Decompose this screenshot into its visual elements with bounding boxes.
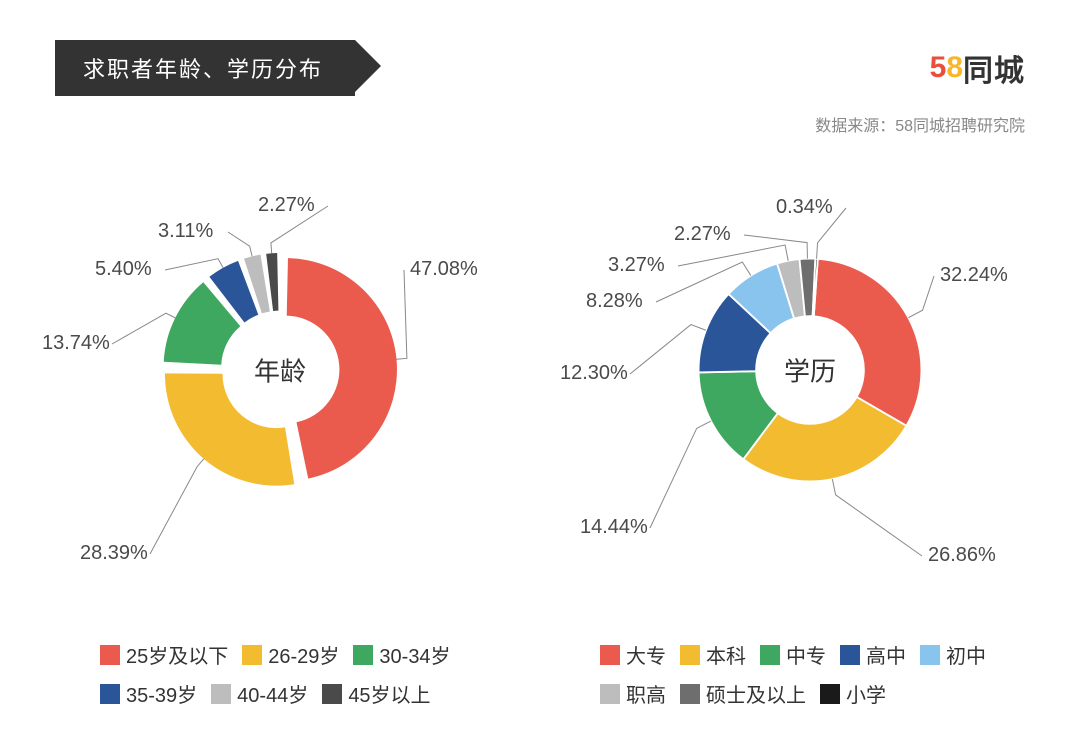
legend-item: 本科 xyxy=(680,640,746,669)
legend-swatch xyxy=(680,684,700,704)
age-donut: 年龄 xyxy=(150,240,410,500)
age-legend: 25岁及以下 26-29岁 30-34岁 35-39岁 40-44岁 45岁以上 xyxy=(0,640,540,718)
legend-item: 45岁以上 xyxy=(322,679,430,708)
legend-item: 25岁及以下 xyxy=(100,640,228,669)
legend-label: 35-39岁 xyxy=(126,679,197,708)
legend-label: 初中 xyxy=(946,640,986,669)
legend-row: 25岁及以下 26-29岁 30-34岁 35-39岁 40-44岁 45岁以上 大专 本科… xyxy=(0,640,1080,718)
slice-pct-label: 8.28% xyxy=(586,290,643,313)
brand-logo: 58 同城 xyxy=(930,46,1025,90)
edu-legend: 大专 本科 中专 高中 初中职高 硕士及以上 小学 xyxy=(540,640,1080,718)
legend-label: 本科 xyxy=(706,640,746,669)
donut-slice xyxy=(814,259,922,426)
legend-swatch xyxy=(600,645,620,665)
edu-donut: 学历 xyxy=(680,240,940,500)
legend-label: 中专 xyxy=(786,640,826,669)
legend-swatch xyxy=(760,645,780,665)
legend-swatch xyxy=(211,684,231,704)
edu-center-label: 学历 xyxy=(784,352,836,389)
chart-title: 求职者年龄、学历分布 xyxy=(83,57,323,82)
slice-pct-label: 2.27% xyxy=(674,223,731,246)
charts-container: 年龄 47.08% 28.39% 13.74% 5.40% 3.11% 2.27% 学历 … xyxy=(0,140,1080,580)
edu-chart-panel: 学历 32.24% 26.86% 14.44% 12.30% 8.28% 3.27% 2.2… xyxy=(540,140,1080,580)
slice-pct-label: 47.08% xyxy=(410,258,478,281)
data-source-label: 数据来源：58同城招聘研究院 xyxy=(815,112,1025,136)
title-banner: 求职者年龄、学历分布 xyxy=(55,40,355,96)
legend-item: 小学 xyxy=(820,679,886,708)
legend-item: 初中 xyxy=(920,640,986,669)
slice-pct-label: 14.44% xyxy=(580,516,648,539)
legend-item: 40-44岁 xyxy=(211,679,308,708)
donut-slice xyxy=(165,373,294,485)
legend-item: 中专 xyxy=(760,640,826,669)
legend-item: 职高 xyxy=(600,679,666,708)
slice-pct-label: 5.40% xyxy=(95,258,152,281)
legend-swatch xyxy=(840,645,860,665)
legend-label: 小学 xyxy=(846,679,886,708)
legend-item: 高中 xyxy=(840,640,906,669)
legend-swatch xyxy=(680,645,700,665)
logo-text: 同城 xyxy=(963,46,1025,90)
legend-swatch xyxy=(242,645,262,665)
legend-label: 大专 xyxy=(626,640,666,669)
legend-swatch xyxy=(353,645,373,665)
legend-swatch xyxy=(600,684,620,704)
legend-label: 职高 xyxy=(626,679,666,708)
legend-label: 45岁以上 xyxy=(348,679,430,708)
legend-item: 硕士及以上 xyxy=(680,679,806,708)
legend-item: 26-29岁 xyxy=(242,640,339,669)
legend-item: 30-34岁 xyxy=(353,640,450,669)
slice-pct-label: 3.11% xyxy=(158,220,213,243)
slice-pct-label: 12.30% xyxy=(560,362,628,385)
header: 求职者年龄、学历分布 58 同城 xyxy=(55,40,1025,96)
legend-label: 30-34岁 xyxy=(379,640,450,669)
legend-label: 40-44岁 xyxy=(237,679,308,708)
legend-swatch xyxy=(820,684,840,704)
logo-digit-5: 5 xyxy=(930,51,947,84)
slice-pct-label: 13.74% xyxy=(42,332,110,355)
legend-label: 高中 xyxy=(866,640,906,669)
age-center-label: 年龄 xyxy=(254,352,306,389)
legend-swatch xyxy=(100,645,120,665)
legend-swatch xyxy=(920,645,940,665)
logo-digit-8: 8 xyxy=(946,51,963,84)
slice-pct-label: 26.86% xyxy=(928,544,996,567)
legend-swatch xyxy=(100,684,120,704)
slice-pct-label: 0.34% xyxy=(776,196,833,219)
legend-item: 大专 xyxy=(600,640,666,669)
slice-pct-label: 32.24% xyxy=(940,264,1008,287)
slice-pct-label: 3.27% xyxy=(608,254,665,277)
age-chart-panel: 年龄 47.08% 28.39% 13.74% 5.40% 3.11% 2.27% xyxy=(0,140,540,580)
legend-swatch xyxy=(322,684,342,704)
slice-pct-label: 2.27% xyxy=(258,194,315,217)
slice-pct-label: 28.39% xyxy=(80,542,148,565)
legend-item: 35-39岁 xyxy=(100,679,197,708)
legend-label: 硕士及以上 xyxy=(706,679,806,708)
legend-label: 25岁及以下 xyxy=(126,640,228,669)
legend-label: 26-29岁 xyxy=(268,640,339,669)
